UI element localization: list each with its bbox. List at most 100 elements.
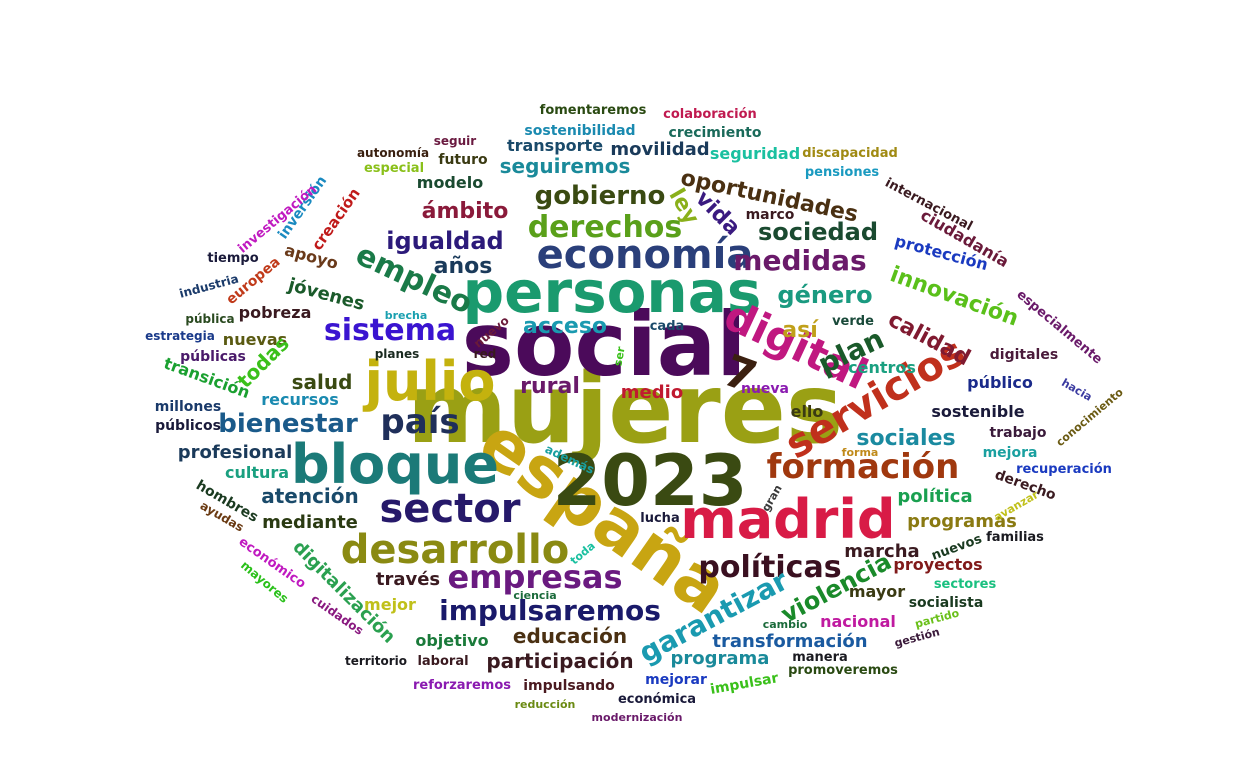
word-marcha: marcha: [844, 541, 919, 562]
word-reforzaremos: reforzaremos: [413, 678, 511, 693]
word-mejor: mejor: [364, 595, 416, 614]
word-familias: familias: [986, 530, 1044, 545]
word-programa: programa: [671, 648, 770, 669]
word-futuro: futuro: [438, 152, 488, 168]
word-2023: 2023: [553, 440, 748, 522]
word-impulsaremos: impulsaremos: [439, 594, 661, 627]
word-nueva: nueva: [741, 381, 789, 397]
word-social: social: [462, 293, 747, 396]
word-sostenibilidad: sostenibilidad: [524, 123, 635, 139]
word-especial: especial: [364, 161, 424, 176]
word-forma: forma: [842, 446, 879, 459]
word-publico: público: [967, 373, 1033, 392]
word-mujeres: mujeres: [407, 353, 843, 465]
word-politicas: políticas: [698, 550, 841, 585]
word-fomentaremos: fomentaremos: [540, 103, 647, 118]
word-igualdad: igualdad: [386, 227, 503, 255]
word-red: red: [474, 347, 497, 361]
word-transporte: transporte: [507, 136, 603, 155]
word-bloque: bloque: [291, 433, 499, 496]
word-autonomia: autonomía: [357, 146, 429, 160]
word-recuperacion: recuperación: [1016, 462, 1112, 477]
word-mejora: mejora: [983, 445, 1038, 461]
word-nacional: nacional: [820, 612, 896, 631]
word-medidas: medidas: [733, 244, 866, 277]
word-modernizacion: modernización: [592, 711, 683, 724]
word-sectores: sectores: [934, 577, 997, 592]
word-anos: años: [434, 254, 493, 279]
word-politica: política: [897, 486, 972, 507]
word-traves: través: [376, 569, 440, 590]
word-movilidad: movilidad: [610, 139, 709, 160]
word-tiempo: tiempo: [207, 251, 258, 266]
word-formacion: formación: [767, 447, 960, 487]
word-marco: marco: [746, 207, 795, 223]
word-educacion: educación: [513, 624, 627, 648]
word-medio: medio: [621, 382, 683, 403]
word-objetivo: objetivo: [415, 631, 488, 650]
word-digitales: digitales: [990, 347, 1058, 363]
word-pobreza: pobreza: [239, 303, 312, 322]
word-julio: julio: [362, 350, 495, 413]
word-crecimiento: crecimiento: [669, 125, 762, 141]
word-ciencia: ciencia: [513, 589, 556, 602]
word-publica: pública: [185, 312, 234, 326]
word-atencion: atención: [261, 484, 359, 508]
word-reduccion: reducción: [515, 698, 576, 711]
word-estrategia: estrategia: [145, 329, 215, 343]
word-cambio: cambio: [763, 618, 808, 631]
word-derechos: derechos: [528, 210, 683, 245]
word-centros: centros: [848, 358, 916, 377]
word-nuevas: nuevas: [223, 330, 287, 349]
word-mayor: mayor: [849, 582, 905, 601]
word-sociedad: sociedad: [758, 218, 878, 246]
word-planes: planes: [375, 347, 420, 361]
word-pais: país: [380, 402, 459, 442]
word-ello: ello: [791, 402, 824, 421]
word-colaboracion: colaboración: [663, 107, 757, 122]
word-programas: programas: [907, 511, 1017, 532]
word-lucha: lucha: [640, 511, 679, 526]
word-cultura: cultura: [225, 463, 289, 482]
word-sistema: sistema: [324, 313, 456, 348]
word-gobierno: gobierno: [535, 181, 666, 211]
word-discapacidad: discapacidad: [802, 146, 898, 161]
word-cada: cada: [650, 319, 685, 334]
word-hacia: hacia: [1059, 376, 1094, 404]
word-ser: ser: [611, 345, 627, 367]
word-economica: económica: [618, 692, 696, 707]
word-seguir: seguir: [434, 134, 477, 148]
word-profesional: profesional: [178, 442, 293, 463]
word-territorio: territorio: [345, 654, 407, 668]
word-ambito: ámbito: [422, 199, 509, 224]
word-verde: verde: [832, 314, 874, 329]
word-promoveremos: promoveremos: [788, 663, 898, 678]
word-mejorar: mejorar: [645, 672, 707, 688]
word-asi: así: [782, 318, 819, 343]
word-brecha: brecha: [385, 309, 428, 322]
word-manera: manera: [792, 650, 848, 665]
word-sostenible: sostenible: [931, 402, 1024, 421]
word-mediante: mediante: [262, 512, 358, 533]
word-seguiremos: seguiremos: [500, 154, 631, 178]
word-desarrollo: desarrollo: [341, 527, 569, 573]
word-participacion: participación: [486, 649, 633, 673]
word-madrid: madrid: [680, 488, 895, 551]
word-empresas: empresas: [447, 558, 622, 596]
word-acceso: acceso: [523, 314, 607, 339]
word-proyectos: proyectos: [893, 555, 982, 574]
word-recursos: recursos: [261, 390, 339, 409]
word-salud: salud: [292, 370, 353, 394]
word-trabajo: trabajo: [990, 425, 1047, 441]
word-seguridad: seguridad: [710, 144, 800, 163]
word-modelo: modelo: [417, 173, 483, 192]
word-genero: género: [777, 281, 872, 309]
word-personas: personas: [463, 258, 762, 326]
word-sector: sector: [380, 486, 521, 532]
word-socialista: socialista: [909, 595, 984, 611]
word-pensiones: pensiones: [805, 165, 880, 180]
word-impulsar: impulsar: [709, 670, 780, 698]
word-sociales: sociales: [856, 426, 955, 451]
word-publicas: públicas: [180, 349, 246, 365]
